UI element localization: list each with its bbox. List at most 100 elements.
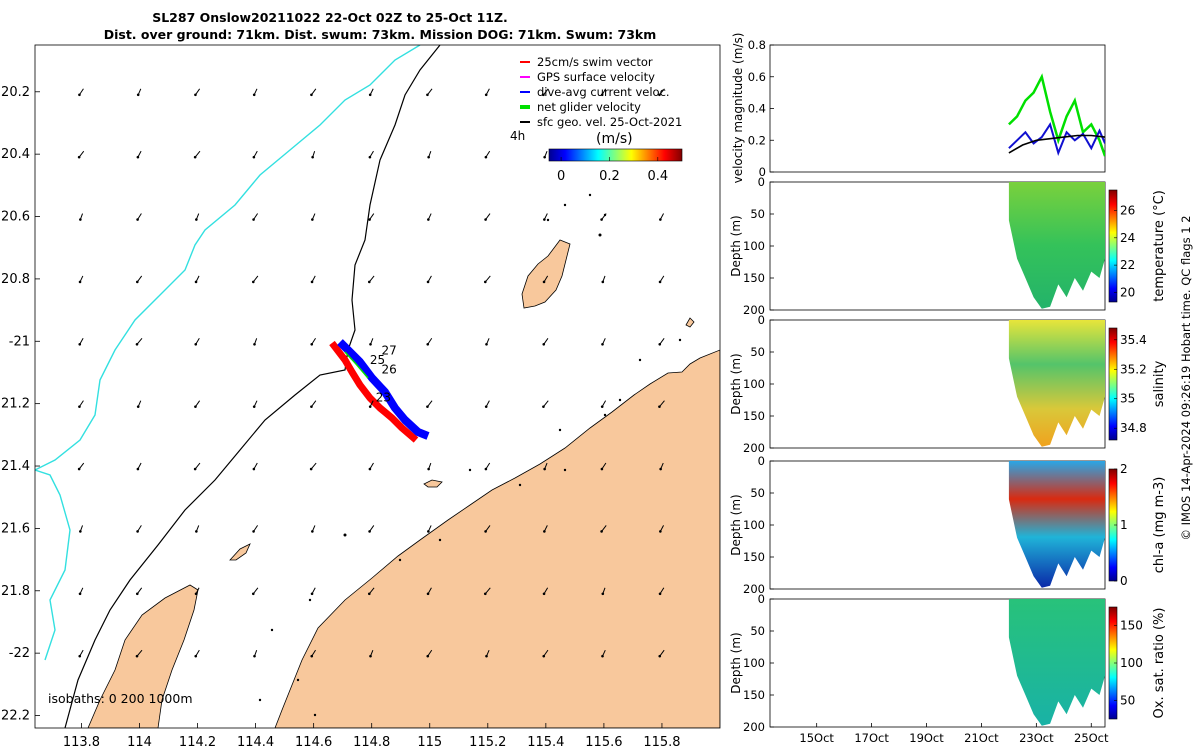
map-y-tick-label: 20.6 [1,210,30,225]
salinity-colorbar-tick-label: 35.2 [1120,362,1147,376]
temperature-y-tick-label: 200 [743,303,765,317]
salinity-y-tick-label: 50 [750,345,765,359]
geo-velocity-arrow [543,462,548,471]
geo-velocity-arrow [426,649,433,658]
oxygen-y-tick-label: 50 [750,624,765,638]
oxygen-colorbar-tick-label: 100 [1120,656,1143,670]
velocity-y-tick-label: 0.2 [748,133,766,147]
geo-velocity-arrow [252,150,258,159]
legend-entry: sfc geo. vel. 25-Oct-2021 [520,115,682,129]
map-x-tick-label: 115.8 [643,735,680,750]
geo-velocity-arrow [658,400,665,408]
velocity-panel: 0 0.2 0.4 0.6 0.8 velocity magnitude (m/s) [731,33,1106,183]
temperature-panel: 0 50 100 150 200 Depth (m) 20 22 24 26 temperature… [729,175,1167,317]
geo-velocity-arrow [367,587,375,596]
isobath-1000m-south [35,469,71,661]
oxygen-ylabel: Depth (m) [729,632,743,693]
chla-colorbar-tick-label: 0 [1120,574,1128,588]
chla-section-fill [1008,461,1105,588]
track-day-label: 23 [376,390,391,404]
velocity-series-line [1008,122,1105,156]
map-y-tick-label: 21.6 [1,521,30,536]
geo-velocity-arrow [601,587,606,596]
geo-velocity-arrow [426,338,433,346]
time-tick-label: 23Oct [1019,731,1054,745]
geo-velocity-arrow [194,338,200,346]
glider-track [329,339,430,443]
temperature-y-tick-label: 150 [743,271,765,285]
velocity-lines [1008,73,1105,157]
time-tick-label: 17Oct [854,731,889,745]
speed-colorbar-ticks: 0 0.2 0.4 [557,157,668,184]
geo-velocity-arrow [542,587,549,596]
chla-y-tick-label: 150 [743,550,765,564]
geo-velocity-arrow [543,150,548,159]
geo-velocity-arrow [78,88,84,97]
salinity-y-tick-label: 0 [758,313,765,327]
colorbar-label: (m/s) [596,131,633,147]
salinity-y-tick-label: 150 [743,409,765,423]
map-y-tick-label: 21.4 [1,459,30,474]
geo-velocity-arrow [310,338,316,346]
temperature-y-tick-label: 100 [743,239,765,253]
geo-velocity-arrow [658,587,665,596]
geo-velocity-arrow [135,587,143,596]
geo-velocity-arrow [542,400,549,408]
track-net-velocity [344,351,369,379]
geo-velocity-arrow [252,213,259,221]
legend-entry-label: dive-avg current veloc. [537,85,670,99]
geo-velocity-arrow [79,213,84,221]
geo-velocity-arrow [367,275,375,284]
geo-velocity-arrow [310,400,317,408]
temperature-colorbar-tick-label: 20 [1120,285,1135,299]
geo-velocity-arrow [600,525,607,533]
geo-velocity-arrow [427,150,432,159]
temperature-y-tick-label: 50 [750,207,765,221]
geo-velocity-arrow [78,338,84,346]
geo-velocity-arrow [543,213,548,221]
geo-velocity-vectors [77,88,665,658]
geo-velocity-arrow [78,275,84,284]
geo-velocity-arrow [311,150,316,159]
time-tick-label: 19Oct [909,731,944,745]
geo-velocity-arrow [136,150,142,159]
legend-entry-label: sfc geo. vel. 25-Oct-2021 [537,115,682,129]
geo-velocity-arrow [194,400,201,408]
oxygen-y-tick-label: 150 [743,688,765,702]
map-x-tick-label: 114.6 [295,735,332,750]
oxygen-y-tick-label: 0 [758,592,765,606]
scattered-islets [258,193,682,717]
geo-velocity-arrow [251,275,259,284]
figure-title-line-1: SL287 Onslow20211022 22-Oct 02Z to 25-Oc… [152,10,508,25]
geo-velocity-arrow [195,213,200,221]
geo-velocity-arrow [600,400,607,408]
map-x-tick-label: 114.4 [237,735,274,750]
oxygen-section-fill [1008,599,1105,726]
geo-velocity-arrow [253,649,258,658]
chla-ylabel: Depth (m) [729,494,743,555]
land-islet [229,543,251,561]
geo-velocity-arrow [659,462,664,471]
time-tick-label: 25Oct [1074,731,1109,745]
legend-entry: 25cm/s swim vector [520,55,653,69]
geo-velocity-arrow [427,462,432,471]
land-islet [685,317,695,328]
geo-velocity-arrow [136,462,142,471]
time-axis: 15Oct 17Oct 19Oct 21Oct 23Oct 25Oct [799,723,1109,745]
chla-colorbar-label: chl-a (mg m-3) [1152,477,1167,574]
legend-entry-label: net glider velocity [537,100,641,114]
geo-velocity-arrow [194,88,201,97]
map-y-tick-label: 21.8 [1,584,30,599]
geo-velocity-arrow [136,400,142,408]
geo-velocity-arrow [252,462,258,471]
geo-velocity-arrow [426,587,432,596]
legend-entry-label: 25cm/s swim vector [537,55,653,69]
velocity-y-tick-label: 0.4 [748,102,766,116]
geo-velocity-arrow [427,525,432,533]
track-day-label: 25 [370,353,385,367]
velocity-y-tick-label: 0.8 [748,38,766,52]
geo-velocity-arrow [658,88,665,97]
